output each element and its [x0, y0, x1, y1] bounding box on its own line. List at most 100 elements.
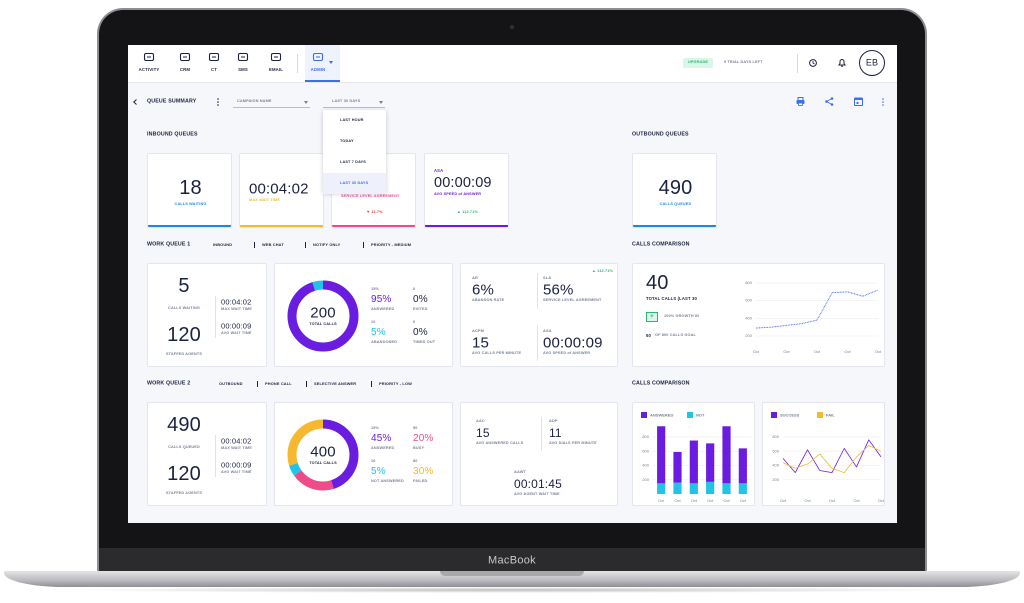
metric-delta: ▲ 112.71% [457, 210, 478, 215]
metric-label: AVG WAIT TIME [221, 330, 252, 335]
metric-label: TOTAL CALLS (LAST 30 [646, 295, 697, 301]
nav-icon[interactable] [179, 52, 191, 62]
nav-icon[interactable] [208, 52, 220, 62]
screen: ACTIVITY CRM CT SMS EMAIL ADMIN UPGRADE 9 TRIAL… [128, 45, 897, 523]
donut-segment [287, 419, 359, 491]
growth-badge [646, 312, 658, 322]
print-icon[interactable] [796, 97, 805, 106]
donut-chart [287, 419, 359, 491]
bar-segment [706, 481, 715, 494]
stat-percent: 5% [371, 327, 386, 338]
card: 40 TOTAL CALLS (LAST 30 +100% GROWTH IN 50 O… [632, 263, 885, 367]
back-icon[interactable] [133, 99, 137, 105]
section-heading: CALLS COMPARISON [632, 380, 690, 387]
nav-icon[interactable] [237, 52, 249, 62]
metric-tag: SLA [543, 275, 552, 281]
line-series [782, 445, 882, 474]
avatar-initials: EB [865, 57, 879, 68]
metric-label: AVG WAIT TIME [221, 469, 252, 474]
avatar[interactable] [859, 50, 885, 76]
nav-item[interactable]: ACTIVITY [138, 66, 160, 72]
stat-count: 15% [371, 426, 380, 431]
metric-tag: ASA [434, 167, 444, 173]
nav-icon[interactable] [143, 52, 155, 62]
kebab-icon[interactable] [882, 98, 884, 106]
dropdown-option[interactable]: TODAY [340, 139, 354, 144]
dropdown-option[interactable]: LAST 7 DAYS [340, 160, 366, 165]
upgrade-pill[interactable] [683, 58, 713, 68]
x-tick-label: Oct [878, 498, 885, 503]
x-tick-label: Oct [804, 498, 811, 503]
history-icon[interactable] [809, 59, 817, 67]
metric-label: AVG CALLS PER MINUTE [472, 351, 522, 356]
chart: 200 400 600 800 Oct Oct Oct Oct Oct SUCCESS FAIL [771, 412, 885, 503]
metric-label: MAX WAIT TIME [221, 445, 253, 450]
donut-segment [287, 419, 359, 491]
nav-item[interactable]: ADMIN [310, 66, 326, 72]
y-tick-label: 600 [745, 298, 752, 303]
donut-chart [287, 280, 359, 352]
bar-segment [657, 426, 666, 484]
card: AAC 15 AVG ANSWERED CALLS ADP 11 AVG DIALS PE… [460, 402, 618, 506]
accent-bar [633, 225, 716, 227]
kebab-icon[interactable] [217, 98, 219, 106]
divider [541, 417, 542, 451]
goal-label: OF 800 CALLS GOAL [655, 333, 696, 338]
bar-segment [673, 482, 682, 494]
queue-tag: INBOUND [213, 242, 233, 248]
line-series [755, 289, 879, 329]
queue-title: WORK QUEUE 1 [147, 241, 191, 248]
nav-icon[interactable] [312, 52, 324, 62]
metric-value: 00:00:09 [434, 174, 492, 191]
legend-swatch [687, 412, 693, 418]
calendar-icon[interactable] [854, 97, 863, 106]
y-tick-label: 800 [745, 280, 752, 285]
queue-tag: WEB CHAT [262, 242, 284, 248]
nav-item[interactable]: SMS [238, 66, 248, 72]
y-tick-label: 200 [642, 477, 649, 482]
campaign-select-text[interactable]: CAMPAIGN NAME [237, 99, 272, 104]
stat-label: ABANDONED [371, 340, 398, 345]
nav-icon[interactable] [270, 52, 282, 62]
chart: 200 400 600 800 Oct Oct Oct Oct Oct [745, 280, 882, 354]
queue-tag: SELECTIVE ANSWER [314, 381, 357, 387]
y-tick-label: 800 [642, 434, 649, 439]
upgrade-button[interactable]: UPGRADE [687, 60, 709, 65]
range-select-text[interactable]: LAST 30 DAYS [332, 99, 361, 104]
metric-label: AVG ANSWERED CALLS [476, 441, 524, 446]
nav-item[interactable]: CRM [179, 66, 191, 72]
bar-segment [738, 483, 747, 494]
metric-tag: AAWT [514, 469, 527, 475]
chart: 200 400 600 800 Oct Oct Oct Oct Oct Oct ANSWERED NO… [641, 412, 751, 503]
x-tick-label: Oct [783, 349, 790, 354]
metric-label: CALLS WAITING [174, 202, 207, 207]
campaign-select[interactable] [233, 97, 310, 108]
card: 200 TOTAL CALLS 15% 95% ANSWERED 0 0% EXITED 10 5… [274, 263, 453, 367]
divider [215, 435, 216, 477]
legend-swatch [817, 412, 823, 418]
camera [510, 25, 514, 29]
metric-value: 00:04:02 [221, 297, 252, 307]
x-tick-label: Oct [875, 349, 882, 354]
select-caret [304, 101, 308, 104]
metric-label: STAFFED AGENTS [165, 491, 203, 496]
share-icon[interactable] [825, 97, 834, 106]
nav-item[interactable]: CT [210, 66, 218, 72]
select-caret [379, 101, 383, 104]
stat-count: 0 [413, 287, 416, 292]
x-tick-label: Oct [723, 498, 730, 503]
metric-label: SERVICE LEVEL AGREEMENT [543, 298, 602, 303]
metric-label: CALLS QUEUED [168, 445, 200, 450]
base-notch [440, 571, 584, 576]
nav-item[interactable]: EMAIL [268, 66, 284, 72]
dropdown-option[interactable]: LAST 30 DAYS [340, 181, 369, 186]
bar-segment [722, 483, 731, 494]
dropdown-option[interactable]: LAST HOUR [340, 118, 364, 123]
bar-segment [657, 483, 666, 494]
range-select[interactable] [323, 97, 385, 108]
stat-label: BUSY [413, 446, 425, 451]
bell-icon[interactable] [838, 58, 846, 67]
metric-tag: AAC [476, 418, 485, 424]
metric-label: AVG DIALS PER MINUTE [549, 441, 597, 446]
divider [537, 325, 538, 361]
